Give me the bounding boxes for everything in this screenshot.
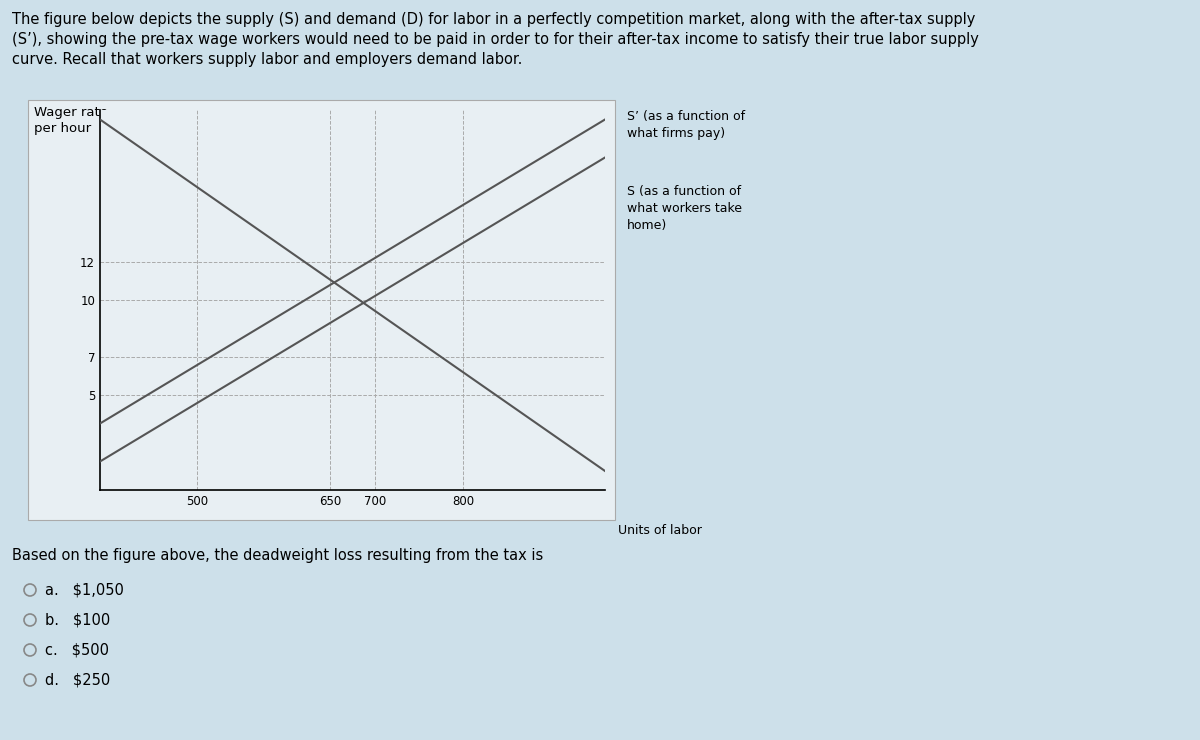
Text: Based on the figure above, the deadweight loss resulting from the tax is: Based on the figure above, the deadweigh… [12, 548, 544, 563]
Text: Units of labor: Units of labor [618, 524, 702, 537]
Text: a.   $1,050: a. $1,050 [46, 582, 124, 597]
Text: S’ (as a function of
what firms pay): S’ (as a function of what firms pay) [628, 110, 745, 140]
Text: Wager rate
per hour: Wager rate per hour [34, 106, 108, 135]
Text: The figure below depicts the supply (S) and demand (D) for labor in a perfectly : The figure below depicts the supply (S) … [12, 12, 979, 67]
Text: d.   $250: d. $250 [46, 673, 110, 687]
Text: S (as a function of
what workers take
home): S (as a function of what workers take ho… [628, 185, 742, 232]
Text: b.   $100: b. $100 [46, 613, 110, 628]
FancyBboxPatch shape [28, 100, 616, 520]
Text: c.   $500: c. $500 [46, 642, 109, 658]
